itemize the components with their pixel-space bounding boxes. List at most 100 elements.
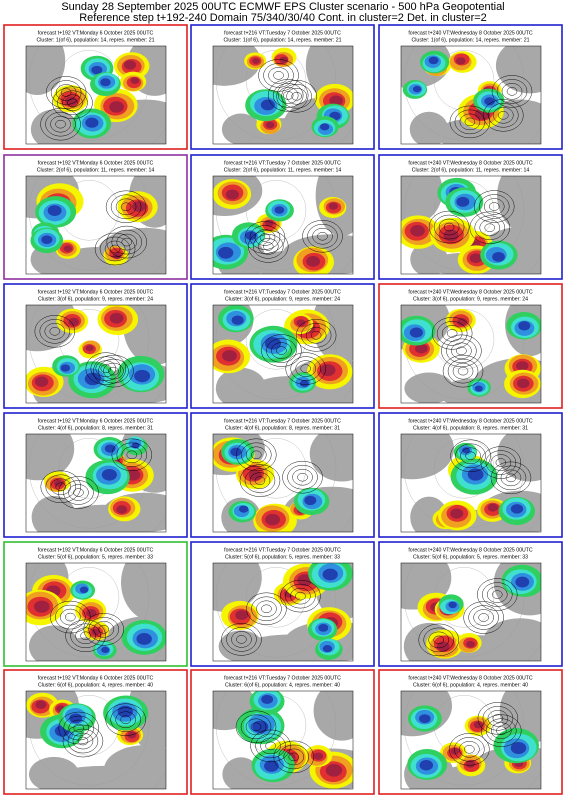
subtitle: Reference step t+192-240 Domain 75/340/3… [79, 12, 487, 24]
contour [263, 242, 274, 251]
panel: forecast t+216 VT:Tuesday 7 October 2025… [190, 154, 375, 280]
warm-anomaly [410, 225, 425, 237]
contour [105, 703, 146, 736]
panel-line2: Cluster: 4(of 6), population: 8, repres.… [38, 425, 153, 431]
land [401, 434, 454, 480]
contour [109, 244, 121, 254]
panel-line1: forecast t+192 VT:Monday 6 October 2025 … [38, 418, 154, 424]
panel: forecast t+216 VT:Tuesday 7 October 2025… [190, 541, 375, 667]
panel-line2: Cluster: 3(of 6), population: 9, repres.… [413, 296, 528, 302]
contour [60, 88, 72, 97]
panel-line2: Cluster: 1(of 6), population: 14, repres… [224, 37, 342, 43]
contour [52, 86, 93, 120]
contour [272, 83, 304, 108]
contour [248, 230, 289, 263]
contour [469, 211, 510, 244]
cold-anomaly [456, 196, 470, 207]
warm-anomaly [455, 57, 466, 65]
contour [290, 356, 321, 381]
contour [249, 472, 271, 489]
contour [58, 711, 99, 745]
contour [251, 596, 282, 622]
warm-anomaly [235, 610, 249, 621]
map-frame [212, 304, 354, 404]
map-frame [25, 690, 167, 790]
contour [266, 338, 297, 363]
contour [501, 83, 523, 100]
contour [431, 317, 473, 350]
cold-anomaly [518, 321, 531, 331]
warm-anomaly [325, 764, 343, 777]
warm-anomaly [85, 345, 94, 352]
contour [258, 59, 299, 92]
cold-anomaly [412, 85, 422, 93]
contour [276, 80, 317, 113]
contour [93, 621, 114, 638]
contour [463, 601, 504, 634]
cold-anomaly [134, 369, 151, 383]
contour [481, 714, 522, 747]
contour [505, 473, 517, 483]
land [497, 434, 541, 482]
warm-anomaly [466, 640, 475, 648]
graticule [403, 691, 525, 786]
contour [442, 354, 484, 388]
warm-anomaly [85, 609, 97, 618]
contour [490, 454, 512, 471]
contour [45, 474, 77, 499]
contour [240, 714, 272, 740]
contour [459, 741, 480, 758]
panel-line2: Cluster: 3(of 6), population: 9, repres.… [38, 296, 153, 302]
cold-anomaly [245, 231, 257, 241]
cold-anomaly [261, 694, 274, 705]
contour [245, 718, 267, 736]
contour [120, 202, 132, 212]
contour [498, 111, 509, 120]
panel: forecast t+240 VT:Wednesday 8 October 20… [378, 412, 563, 538]
contour [44, 323, 66, 340]
contour [57, 90, 88, 116]
map-frame [400, 690, 542, 790]
contour [487, 586, 508, 603]
contour [55, 119, 66, 129]
contour [265, 741, 276, 751]
contour [251, 450, 262, 460]
contour [256, 600, 277, 618]
panel: forecast t+216 VT:Tuesday 7 October 2025… [190, 24, 375, 150]
graticule [28, 691, 150, 786]
land [410, 242, 448, 274]
contour [98, 625, 109, 634]
warm-anomaly [225, 189, 239, 200]
map [401, 305, 541, 403]
contour [506, 87, 518, 96]
contour [267, 79, 309, 112]
panel-line2: Cluster: 1(of 6), population: 14, repres… [37, 37, 155, 43]
warm-anomaly [109, 101, 124, 113]
contour [221, 623, 262, 656]
warm-anomaly [456, 318, 468, 326]
cold-anomaly [104, 444, 116, 453]
contour [455, 443, 486, 469]
map [213, 46, 353, 144]
contour [55, 482, 67, 491]
cold-anomaly [79, 586, 89, 594]
contour [104, 240, 126, 258]
warm-anomaly [487, 503, 499, 512]
contour [231, 631, 252, 648]
warm-anomaly [252, 58, 260, 64]
contour [254, 476, 266, 485]
warm-anomaly [296, 319, 306, 327]
contour [111, 229, 142, 255]
cold-anomaly [510, 504, 524, 514]
contour [433, 635, 444, 645]
contour [482, 582, 513, 607]
panel-line1: forecast t+240 VT:Wednesday 8 October 20… [408, 289, 533, 295]
cold-anomaly [136, 633, 152, 645]
warm-anomaly [450, 747, 460, 755]
contour [80, 631, 91, 641]
warm-anomaly [34, 376, 49, 387]
contour [295, 360, 316, 377]
contour [287, 464, 318, 490]
contour [235, 710, 277, 744]
